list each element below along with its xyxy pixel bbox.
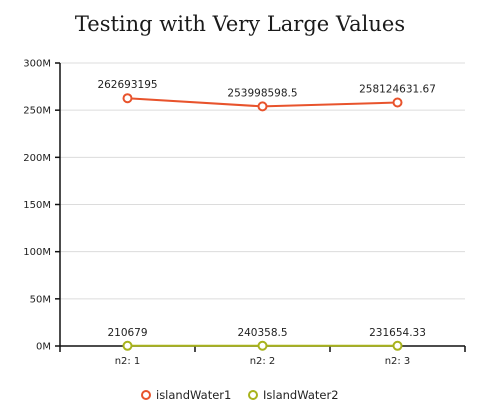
x-tick-label: n2: 3: [385, 356, 411, 367]
y-tick-label: 50M: [30, 294, 51, 305]
legend-label: islandWater1: [156, 388, 231, 402]
data-point: [392, 340, 403, 351]
data-label: 253998598.5: [227, 87, 297, 99]
legend-label: IslandWater2: [263, 388, 339, 402]
data-point: [122, 340, 133, 351]
data-point: [257, 101, 268, 112]
chart-title: Testing with Very Large Values: [75, 12, 405, 36]
y-tick-label: 150M: [23, 200, 51, 211]
y-tick-label: 300M: [23, 59, 51, 70]
data-point: [257, 340, 268, 351]
x-tick-label: n2: 2: [250, 356, 276, 367]
data-label: 258124631.67: [359, 84, 436, 96]
y-tick-label: 200M: [23, 153, 51, 164]
series-layer: 262693195 253998598.5 258124631.67 210679 24…: [97, 79, 436, 351]
legend-marker: [141, 390, 151, 400]
y-tick-label: 0M: [36, 342, 51, 353]
data-label: 210679: [107, 327, 147, 339]
legend-marker: [248, 390, 258, 400]
data-label: 240358.5: [237, 327, 287, 339]
legend: islandWater1 IslandWater2: [141, 388, 339, 402]
x-tick-label: n2: 1: [115, 356, 141, 367]
y-tick-label: 100M: [23, 247, 51, 258]
y-tick-label: 250M: [23, 106, 51, 117]
data-label: 231654.33: [369, 327, 426, 339]
data-point: [392, 97, 403, 108]
data-point: [122, 93, 133, 104]
data-label: 262693195: [97, 79, 157, 91]
y-axis: 0M 50M 100M 150M 200M 250M 300M: [23, 59, 61, 353]
